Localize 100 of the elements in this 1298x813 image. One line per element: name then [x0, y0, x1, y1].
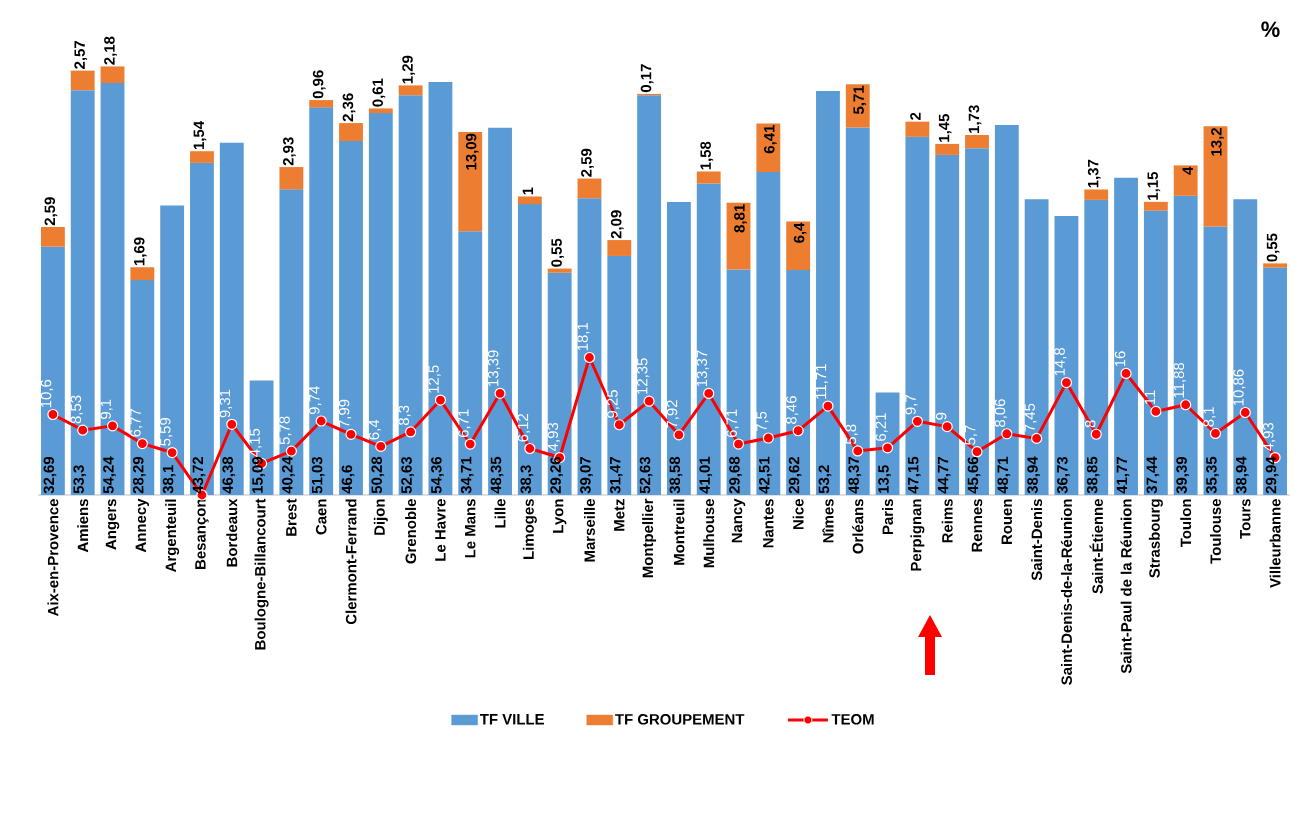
x-tick-label: Orléans: [852, 499, 864, 554]
bar: [905, 136, 930, 495]
data-label: 6,12: [517, 413, 531, 442]
data-label: 35,35: [1206, 456, 1219, 494]
data-label: 45,66: [967, 456, 981, 494]
x-tick-label: Toulouse: [1209, 499, 1221, 564]
bar: [70, 70, 95, 91]
point: [285, 445, 297, 457]
data-label: 5,8: [845, 424, 858, 445]
data-label: 1,58: [700, 141, 714, 170]
data-label: 54,36: [431, 456, 444, 494]
data-label: 34,71: [460, 456, 474, 494]
point: [852, 445, 864, 457]
bar: [279, 167, 304, 190]
data-label: 9,31: [219, 389, 232, 418]
data-label: 8: [1084, 420, 1096, 428]
data-label: 44,77: [937, 457, 951, 494]
point: [613, 419, 625, 431]
x-tick-label: Aix-en-Provence: [47, 499, 59, 617]
x-tick-label: Lyon: [552, 499, 567, 533]
x-tick-label: Amiens: [77, 499, 89, 553]
data-label: 32,69: [43, 456, 57, 494]
data-label: 13,2: [1211, 128, 1224, 156]
bar: [1143, 201, 1168, 211]
x-tick-label: Besançon: [195, 499, 209, 569]
x-tick-label: Perpignan: [910, 499, 925, 571]
bar: [1054, 215, 1079, 495]
data-label: 51,03: [311, 456, 325, 494]
data-label: 9,74: [309, 386, 322, 415]
x-tick-label: Toulon: [1180, 499, 1192, 548]
x-tick-label: Saint-Étienne: [1089, 499, 1103, 594]
data-label: 5,7: [964, 425, 978, 445]
x-tick-label: Nîmes: [822, 499, 834, 543]
data-label: 13,09: [465, 133, 479, 170]
data-label: 2,36: [342, 93, 356, 122]
data-label: 4: [1182, 166, 1193, 175]
x-tick-label: Rennes: [971, 499, 983, 552]
data-label: 5,59: [159, 417, 173, 446]
legend-label: TEOM: [831, 714, 874, 725]
x-tick-label: Boulogne-Billancourt: [254, 498, 269, 650]
point: [226, 418, 238, 430]
bar: [1024, 199, 1049, 495]
data-label: 5,78: [279, 416, 292, 445]
bar: [1203, 226, 1228, 495]
bar: [845, 127, 870, 495]
data-label: 31,47: [609, 457, 623, 494]
bar: [547, 272, 572, 495]
bar: [696, 183, 721, 495]
bar: [517, 204, 542, 495]
data-label: 13,39: [487, 350, 501, 386]
data-label: 29,26: [550, 456, 564, 494]
point: [166, 446, 178, 459]
bar: [696, 171, 721, 184]
data-label: 6,77: [130, 409, 143, 437]
point: [315, 415, 327, 427]
bar: [70, 90, 95, 495]
point: [971, 446, 983, 458]
data-label: 4,93: [1262, 422, 1276, 451]
bar: [1084, 199, 1109, 495]
x-tick-label: Brest: [286, 498, 297, 536]
point: [494, 387, 506, 399]
data-label: 12,35: [636, 358, 650, 394]
data-label: 2,09: [610, 210, 624, 239]
data-label: 0,17: [640, 64, 654, 93]
data-label: 52,63: [401, 456, 414, 494]
data-label: 39,07: [580, 457, 593, 494]
data-label: 15,09: [252, 456, 265, 493]
x-tick-label: Le Mans: [465, 499, 476, 558]
bar: [279, 189, 304, 495]
point: [434, 394, 447, 406]
data-label: 38,85: [1086, 456, 1100, 494]
bar: [965, 148, 989, 495]
data-label: 39,39: [1176, 456, 1190, 494]
bar: [458, 131, 483, 232]
data-label: 38,94: [1027, 456, 1040, 494]
bar: [1173, 165, 1198, 196]
x-tick-label: Saint-Denis-de-la-Réunion: [1060, 499, 1072, 685]
x-tick-label: Mulhouse: [703, 499, 715, 568]
point: [703, 387, 715, 400]
point: [1090, 428, 1102, 440]
data-label: 29,62: [788, 457, 802, 494]
bar: [965, 135, 989, 149]
x-tick-label: Marseille: [583, 499, 595, 562]
point: [792, 425, 804, 437]
bar: [935, 143, 960, 155]
bar: [339, 123, 363, 142]
point: [1060, 376, 1073, 389]
point: [1001, 428, 1013, 440]
data-label: 16: [1114, 351, 1126, 367]
point: [822, 400, 834, 412]
point: [762, 432, 774, 444]
point: [673, 429, 685, 441]
data-label: 48,37: [848, 457, 862, 494]
x-tick-label: Reims: [941, 499, 953, 543]
data-label: 1,45: [938, 114, 952, 142]
bar: [935, 154, 960, 495]
x-tick-label: Le Havre: [435, 499, 446, 561]
data-label: 37,44: [1146, 456, 1160, 494]
data-label: 6,71: [726, 409, 739, 438]
x-tick-label: Angers: [105, 499, 120, 550]
